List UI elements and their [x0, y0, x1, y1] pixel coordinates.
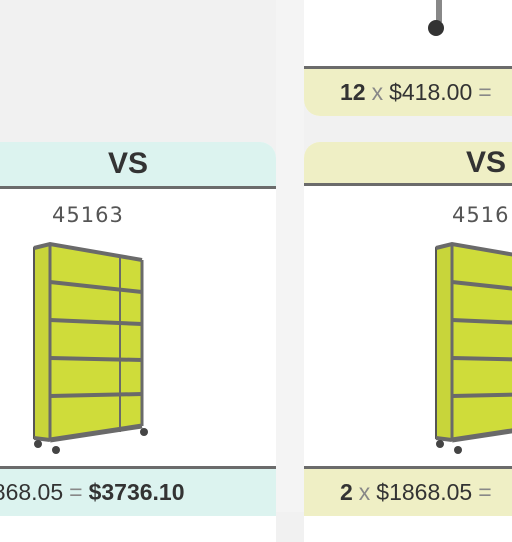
product-card-left[interactable]: VS 45163 1868.05 = $3736.10 [0, 142, 276, 542]
unit-price: $1868.05 [376, 479, 473, 505]
quantity: 2 [340, 479, 353, 505]
times-sign: x [358, 479, 371, 505]
bookshelf-icon[interactable] [432, 240, 512, 454]
bookshelf-icon[interactable] [30, 240, 152, 454]
quantity: 12 [340, 79, 366, 105]
price-line: 1868.05 = $3736.10 [0, 466, 276, 516]
equals-sign: = [478, 479, 492, 505]
price-line: 12 x $418.00 = [304, 66, 512, 116]
total-price: $3736.10 [88, 479, 185, 505]
caster-wheel-icon [428, 20, 444, 36]
price-line: 2 x $1868.05 = [304, 466, 512, 516]
times-sign: x [371, 79, 384, 105]
product-card-top-right: 12 x $418.00 = [304, 0, 512, 116]
column-gap [276, 0, 304, 512]
caster-stem [436, 0, 442, 22]
card-header: VS [304, 142, 512, 186]
card-header: VS [0, 142, 276, 189]
unit-price: $418.00 [389, 79, 473, 105]
equals-sign: = [478, 79, 492, 105]
product-sku: 4516 [452, 203, 510, 227]
unit-price: 1868.05 [0, 479, 64, 505]
equals-sign: = [69, 479, 83, 505]
product-sku: 45163 [52, 203, 124, 227]
product-card-right[interactable]: VS 4516 2 x $1868.05 = [304, 142, 512, 542]
